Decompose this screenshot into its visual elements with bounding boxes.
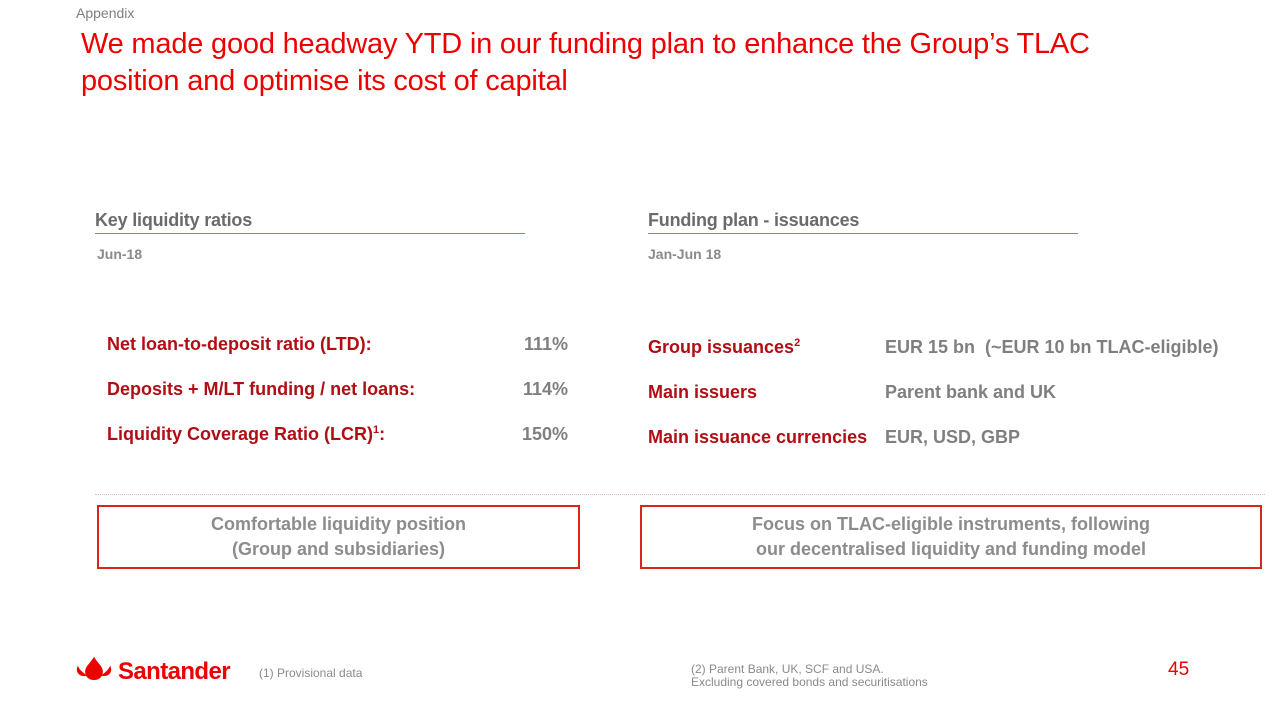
right-heading-rule xyxy=(648,233,1078,234)
metric-value-currencies: EUR, USD, GBP xyxy=(885,427,1021,447)
metric-value-lcr: 150% xyxy=(521,424,568,444)
footnote-2-line2: Excluding covered bonds and securitisati… xyxy=(691,675,928,689)
left-heading-rule xyxy=(95,233,525,234)
metric-label-sup: 1 xyxy=(373,424,380,436)
metric-label-ltd: Net loan-to-deposit ratio (LTD): xyxy=(107,334,372,355)
metric-value-main-issuers: Parent bank and UK xyxy=(885,382,1057,402)
footnote-1: (1) Provisional data xyxy=(259,666,363,680)
slide-title: We made good headway YTD in our funding … xyxy=(81,26,1246,100)
callout-line2: our decentralised liquidity and funding … xyxy=(755,539,1147,559)
metric-label-text: Deposits + M/LT funding / net loans: xyxy=(107,379,416,399)
metric-label-text: Net loan-to-deposit ratio (LTD): xyxy=(107,334,372,354)
dotted-divider xyxy=(95,494,1265,495)
metric-label-text: Liquidity Coverage Ratio (LCR) xyxy=(107,424,374,444)
metric-value-ltd: 111% xyxy=(523,334,568,354)
metric-label-lcr: Liquidity Coverage Ratio (LCR)1: xyxy=(107,424,385,445)
callout-line1: Comfortable liquidity position xyxy=(211,514,466,534)
metric-label-group-issuances: Group issuances2 xyxy=(648,337,800,358)
slide-title-line2: position and optimise its cost of capita… xyxy=(81,65,568,97)
footnote-2-line1: (2) Parent Bank, UK, SCF and USA. xyxy=(691,662,884,676)
metric-value-deposits: 114% xyxy=(522,379,568,399)
callout-line2: (Group and subsidiaries) xyxy=(231,539,446,559)
metric-value-group-issuances: EUR 15 bn (~EUR 10 bn TLAC-eligible) xyxy=(885,337,1219,357)
metric-label-text: Main issuance currencies xyxy=(648,427,868,447)
santander-flame-icon xyxy=(74,655,114,688)
right-section-heading: Funding plan - issuances xyxy=(648,210,860,230)
callout-liquidity-position: Comfortable liquidity position (Group an… xyxy=(97,505,580,569)
left-section-heading: Key liquidity ratios xyxy=(95,210,253,230)
right-section-subheading: Jan-Jun 18 xyxy=(648,246,722,262)
metric-label-suffix: : xyxy=(379,424,386,444)
callout-tlac-focus: Focus on TLAC-eligible instruments, foll… xyxy=(640,505,1262,569)
eyebrow-label: Appendix xyxy=(76,5,135,21)
metric-label-text: Main issuers xyxy=(648,382,758,402)
santander-wordmark: Santander xyxy=(118,657,231,685)
metric-label-currencies: Main issuance currencies xyxy=(648,427,867,448)
callout-line1: Focus on TLAC-eligible instruments, foll… xyxy=(752,514,1150,534)
slide-title-line1: We made good headway YTD in our funding … xyxy=(81,28,1090,60)
footnote-2: (2) Parent Bank, UK, SCF and USA. Exclud… xyxy=(691,663,928,689)
metric-label-text: Group issuances xyxy=(648,337,795,357)
metric-label-sup: 2 xyxy=(794,337,801,349)
metric-label-main-issuers: Main issuers xyxy=(648,382,757,403)
santander-logo: Santander xyxy=(74,655,231,688)
left-section-subheading: Jun-18 xyxy=(97,246,143,262)
page-number: 45 xyxy=(1168,659,1190,680)
metric-label-deposits: Deposits + M/LT funding / net loans: xyxy=(107,379,415,400)
